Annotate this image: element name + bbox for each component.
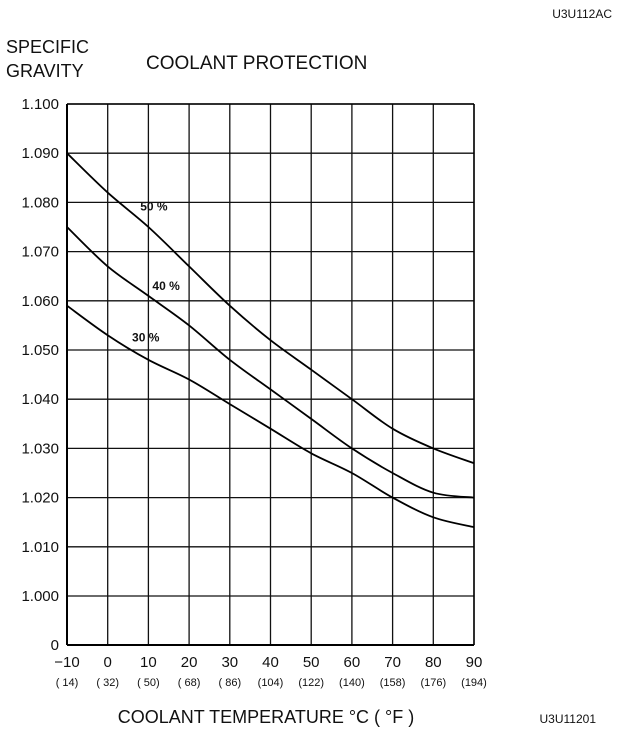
series-line-1 [66,152,475,465]
x-tick-label-f: (122) [298,677,324,689]
x-tick-label-f: (194) [461,677,487,689]
figure-code-top: U3U112AC [552,7,612,21]
x-tick-label-f: (176) [420,677,446,689]
x-tick-label-c: 60 [344,654,361,671]
chart-title: COOLANT PROTECTION [146,53,367,74]
series-line-3 [66,304,475,528]
y-tick-label: 1.070 [21,244,59,261]
x-tick-label-c: 0 [104,654,112,671]
series-label: 50 % [140,200,168,214]
y-tick-label: 1.050 [21,342,59,359]
series-label: 30 % [132,331,160,345]
grid [66,103,475,645]
x-tick-label-f: (158) [380,677,406,689]
x-tick-label-f: ( 86) [218,677,241,689]
series-label: 40 % [152,279,180,293]
x-tick-label-c: −10 [54,654,79,671]
x-tick-label-f: ( 50) [137,677,160,689]
x-tick-label-f: ( 14) [56,677,79,689]
x-tick-label-f: ( 68) [178,677,201,689]
x-tick-label-f: (140) [339,677,365,689]
tick-labels: 1.000 1.010 1.020 1.030 1.040 1.050 1.060 1.070… [21,96,486,689]
x-tick-label-c: 40 [262,654,279,671]
y-tick-label: 1.040 [21,391,59,408]
x-axis-title: COOLANT TEMPERATURE °C ( °F ) [118,707,414,727]
y-tick-label: 1.060 [21,293,59,310]
y-tick-label: 1.020 [21,490,59,507]
y-tick-label: 1.090 [21,145,59,162]
x-tick-label-f: (104) [258,677,284,689]
y-tick-label: 1.100 [21,96,59,113]
y-axis-title-line2: GRAVITY [6,61,84,81]
y-tick-label: 1.010 [21,539,59,556]
y-tick-label: 1.080 [21,194,59,211]
x-tick-label-c: 10 [140,654,157,671]
y-tick-label: 1.030 [21,440,59,457]
x-tick-label-c: 70 [384,654,401,671]
y-axis-title-line1: SPECIFIC [6,37,89,57]
figure-code-bottom: U3U11201 [540,712,597,726]
x-tick-label-f: ( 32) [96,677,119,689]
series-lines: 50 % 40 % 30 % [66,152,475,528]
y-tick-label: 1.000 [21,588,59,605]
x-tick-label-c: 90 [466,654,483,671]
x-tick-label-c: 30 [221,654,238,671]
x-tick-label-c: 20 [181,654,198,671]
y-zero-label: 0 [51,637,59,654]
axes [66,103,475,646]
series-line-2 [66,226,475,499]
x-tick-label-c: 50 [303,654,320,671]
x-tick-label-c: 80 [425,654,442,671]
